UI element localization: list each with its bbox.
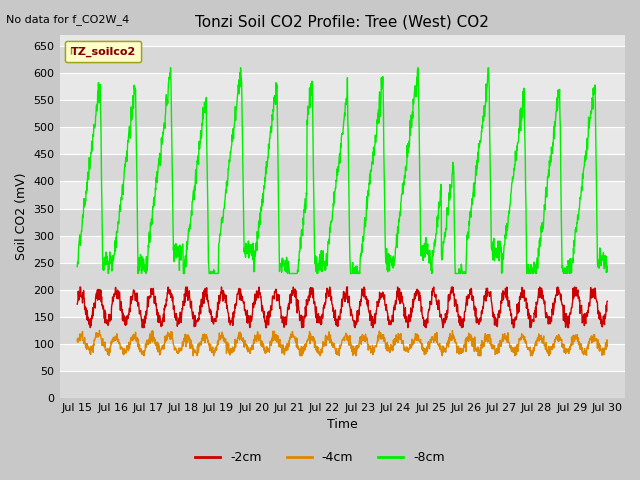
Bar [60, 208, 625, 236]
-2cm [115, 296, 123, 301]
Bar [60, 317, 625, 344]
Bar [60, 46, 625, 73]
Text: No data for f_CO2W_4: No data for f_CO2W_4 [6, 14, 130, 25]
-4cm [74, 338, 81, 344]
-8cm [74, 264, 81, 270]
Y-axis label: Soil CO2 (mV): Soil CO2 (mV) [15, 173, 28, 261]
-8cm [299, 233, 307, 239]
Bar [60, 236, 625, 263]
Legend: TZ_soilco2: TZ_soilco2 [65, 41, 141, 62]
Bar [60, 155, 625, 181]
Line: -2cm: -2cm [77, 287, 607, 328]
-8cm [319, 260, 327, 265]
-4cm [136, 349, 144, 355]
Bar [60, 290, 625, 317]
Bar [60, 100, 625, 127]
Legend: -2cm, -4cm, -8cm: -2cm, -4cm, -8cm [190, 446, 450, 469]
-4cm [140, 353, 148, 359]
-4cm [115, 336, 122, 342]
-2cm [137, 308, 145, 313]
-2cm [604, 299, 611, 304]
Bar [60, 371, 625, 398]
-4cm [299, 344, 307, 350]
-4cm [604, 344, 611, 349]
-8cm [310, 194, 317, 200]
Line: -8cm: -8cm [77, 68, 607, 274]
Bar [60, 73, 625, 100]
-4cm [95, 327, 103, 333]
Bar [60, 127, 625, 155]
X-axis label: Time: Time [327, 419, 358, 432]
Title: Tonzi Soil CO2 Profile: Tree (West) CO2: Tonzi Soil CO2 Profile: Tree (West) CO2 [195, 15, 489, 30]
-8cm [115, 221, 122, 227]
-2cm [310, 300, 317, 305]
-4cm [310, 335, 317, 341]
-2cm [74, 301, 81, 307]
-8cm [104, 271, 112, 276]
-2cm [299, 324, 307, 330]
-8cm [167, 65, 175, 71]
-8cm [604, 269, 611, 275]
-4cm [376, 330, 383, 336]
-8cm [136, 263, 144, 268]
-2cm [76, 284, 84, 290]
-2cm [86, 325, 94, 331]
-2cm [376, 289, 383, 295]
-4cm [319, 341, 327, 347]
-8cm [376, 89, 383, 95]
Bar [60, 344, 625, 371]
-2cm [319, 305, 327, 311]
Bar [60, 263, 625, 290]
Line: -4cm: -4cm [77, 330, 607, 356]
Bar [60, 181, 625, 208]
